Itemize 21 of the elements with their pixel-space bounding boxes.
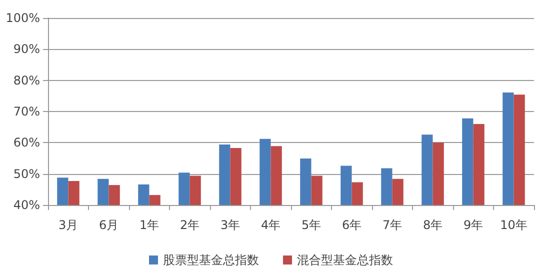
y-tick-label: 50%: [13, 166, 40, 181]
y-tick-label: 40%: [13, 198, 40, 212]
y-tick-label: 100%: [6, 11, 40, 25]
x-tick-label: 2年: [180, 218, 200, 232]
x-tick-label: 10年: [500, 218, 528, 232]
x-tick-label: 8年: [422, 218, 443, 232]
y-tick-label: 70%: [13, 104, 40, 118]
x-tick-label: 4年: [260, 218, 281, 232]
x-tick-label: 1年: [139, 218, 160, 232]
y-tick-label: 80%: [13, 73, 40, 88]
legend-label: 股票型基金总指数: [163, 253, 259, 267]
x-tick-label: 6月: [98, 218, 119, 232]
y-tick-label: 90%: [13, 42, 40, 56]
x-tick-label: 3月: [58, 218, 78, 232]
x-tick-label: 7年: [382, 218, 402, 232]
x-tick-label: 6年: [342, 218, 362, 232]
legend-label: 混合型基金总指数: [297, 253, 393, 267]
y-tick-label: 60%: [13, 136, 40, 150]
x-tick-label: 5年: [301, 218, 322, 232]
x-tick-label: 9年: [463, 218, 484, 232]
x-tick-label: 3年: [220, 218, 240, 232]
